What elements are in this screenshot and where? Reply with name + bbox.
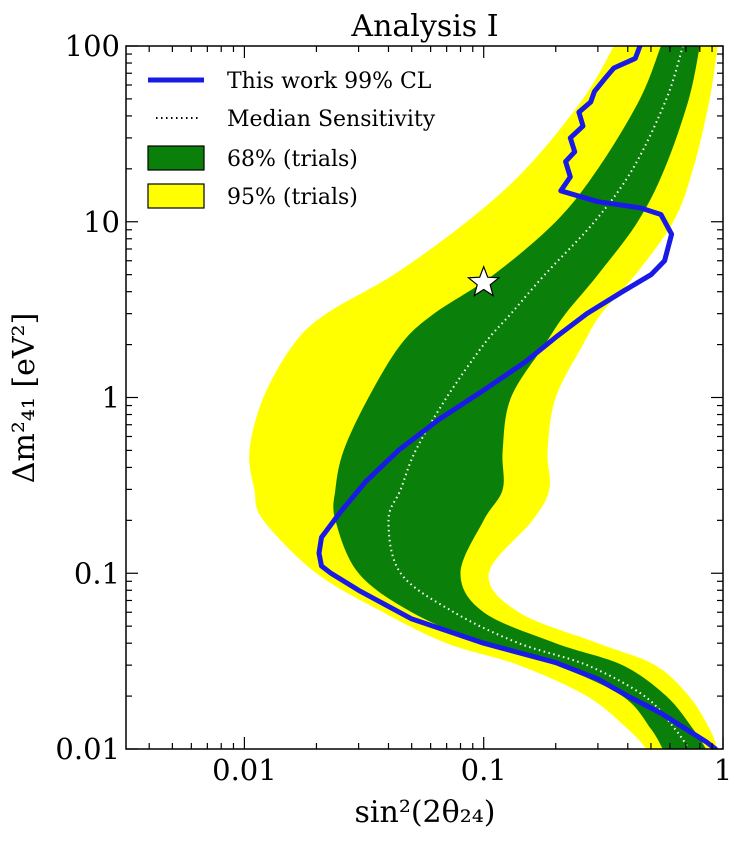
legend-label-95: 95% (trials) [227,185,358,210]
y-tick-labels: 0.01 0.1 1 10 100 [55,29,120,766]
x-tick-labels: 0.01 0.1 1 [212,753,732,787]
legend-swatch-95 [147,183,205,209]
plot-frame [125,45,724,750]
x-tick-label: 1 [714,753,732,787]
y-tick-label: 100 [65,29,120,63]
x-tick-label: 0.1 [461,753,507,787]
legend: This work 99% CL Median Sensitivity 68% … [147,69,436,210]
y-tick-label: 0.01 [55,732,120,766]
best-fit-star-marker [466,265,501,297]
legend-swatch-68 [147,145,205,171]
axis-ticks [126,45,724,750]
legend-label-median: Median Sensitivity [227,107,436,132]
chart-title: Analysis I [350,9,498,44]
y-tick-label: 1 [102,381,120,415]
y-axis-label: Δm²₄₁ [eV²] [7,313,42,484]
plot-area [249,46,718,749]
contour-99cl-line [316,46,718,749]
y-tick-label: 0.1 [74,556,120,590]
y-tick-label: 10 [83,205,120,239]
x-axis-label: sin²(2θ₂₄) [355,795,496,830]
legend-label-68: 68% (trials) [227,147,358,172]
legend-label-contour: This work 99% CL [227,69,432,94]
x-tick-label: 0.01 [212,753,277,787]
band-68-trials [333,46,707,749]
